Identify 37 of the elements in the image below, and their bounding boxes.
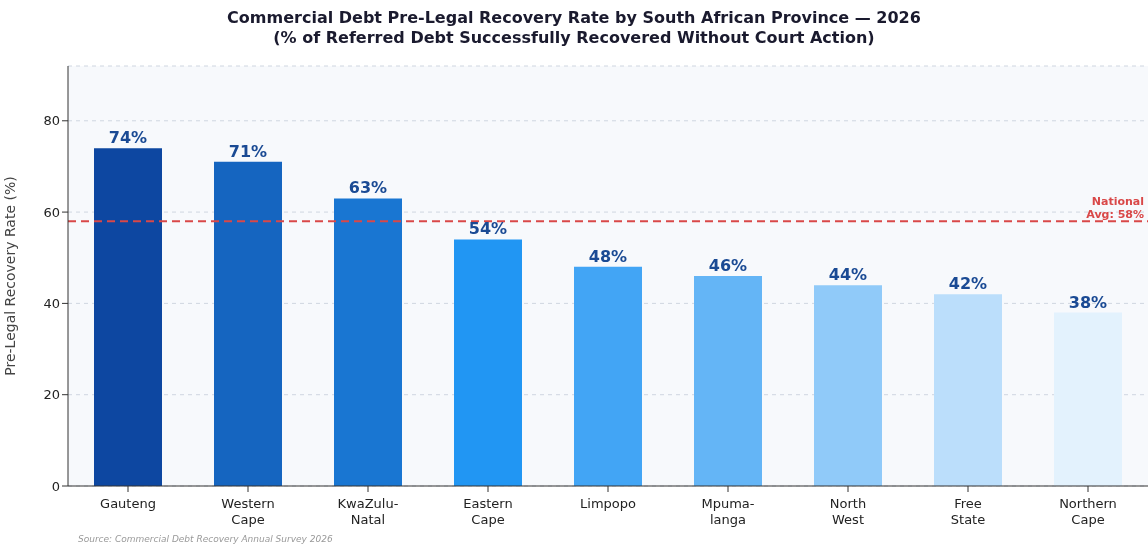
- data-label: 63%: [348, 178, 388, 198]
- source-note: Source: Commercial Debt Recovery Annual Survey 2026: [78, 534, 333, 544]
- x-tick-label: North West: [829, 496, 867, 527]
- bar: [454, 239, 522, 486]
- bar: [934, 294, 1002, 486]
- y-axis-title: Pre-Legal Recovery Rate (%): [1, 176, 18, 376]
- x-tick-label: Free State: [950, 496, 986, 527]
- data-label: 74%: [108, 128, 148, 148]
- y-tick-label: 20: [43, 387, 60, 403]
- x-tick-label: Gauteng: [100, 496, 156, 511]
- y-tick-label: 40: [43, 296, 60, 312]
- y-tick-label: 60: [43, 204, 60, 220]
- data-label: 44%: [828, 265, 868, 285]
- bar: [1054, 312, 1122, 486]
- data-label: 54%: [468, 219, 508, 239]
- data-label: 46%: [708, 256, 748, 275]
- bar: [694, 276, 762, 486]
- bar: [334, 198, 402, 486]
- chart-subtitle: (% of Referred Debt Successfully Recovered Without Court Action): [272, 28, 876, 48]
- ref-line-label: National Avg: 58%: [1086, 195, 1144, 222]
- x-tick-label: KwaZulu- Natal: [337, 496, 399, 527]
- data-label: 42%: [948, 274, 988, 294]
- x-tick-label: Northern Cape: [1059, 496, 1117, 527]
- x-tick-label: Western Cape: [221, 496, 275, 527]
- data-label: 48%: [588, 246, 628, 266]
- x-tick-label: Mpuma- langa: [701, 496, 755, 527]
- data-label: 71%: [228, 141, 268, 161]
- chart-title: Commercial Debt Pre-Legal Recovery Rate by South African Province — 2026: [226, 8, 922, 28]
- bar: [814, 285, 882, 486]
- x-tick-label: Limpopo: [580, 496, 637, 511]
- data-label: 38%: [1068, 292, 1108, 312]
- bar: [94, 148, 162, 486]
- y-tick-label: 80: [43, 113, 60, 129]
- bar: [574, 266, 642, 486]
- bar: [214, 161, 282, 486]
- y-tick-label: 0: [51, 478, 60, 494]
- x-tick-label: Eastern Cape: [463, 496, 513, 527]
